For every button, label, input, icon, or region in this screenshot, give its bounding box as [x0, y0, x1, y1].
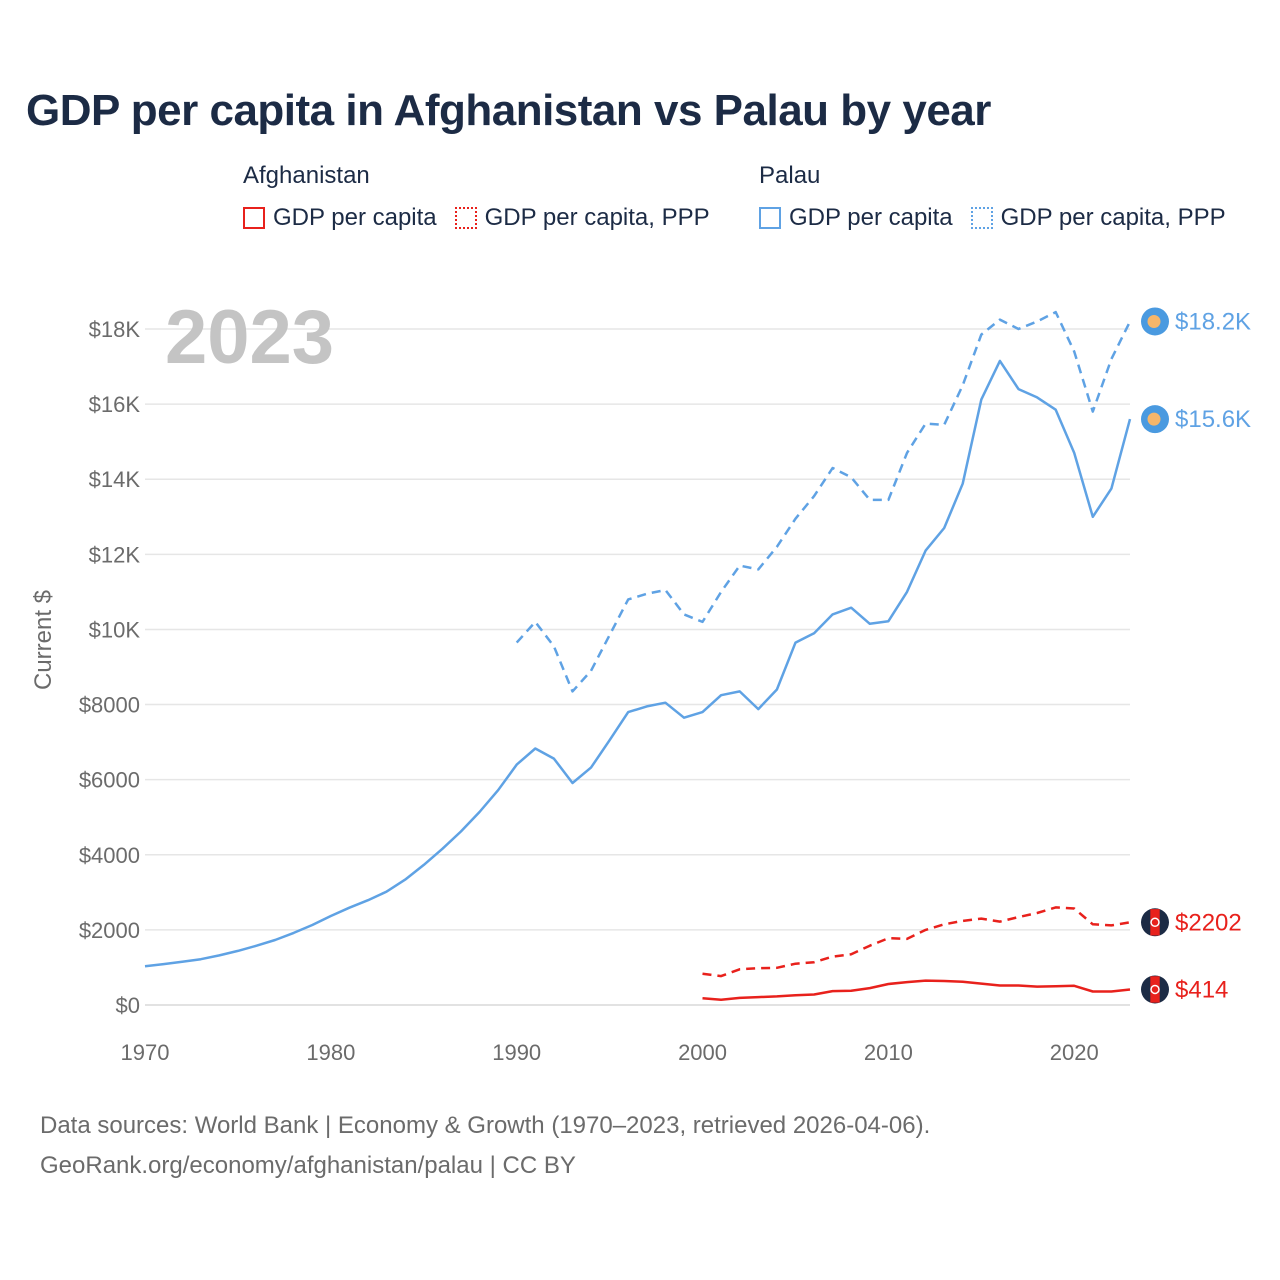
- legend-swatch-dotted-red: [454, 207, 477, 229]
- gridlines: [145, 328, 1130, 1006]
- y-tick-label: $12K: [89, 542, 141, 567]
- chart-title: GDP per capita in Afghanistan vs Palau b…: [26, 86, 991, 135]
- palau-flag-marker[interactable]: $15.6K: [1141, 405, 1251, 434]
- legend-country-afghanistan: Afghanistan: [243, 162, 370, 189]
- x-tick-label: 2020: [1050, 1040, 1099, 1065]
- legend-label: GDP per capita, PPP: [484, 204, 710, 231]
- x-axis-ticks: 1970 1980 1990 2000 2010 2020: [121, 1040, 1099, 1065]
- y-tick-label: $14K: [89, 467, 141, 492]
- y-tick-label: $6000: [79, 768, 140, 793]
- footer-link[interactable]: GeoRank.org/economy/afghanistan/palau | …: [40, 1152, 576, 1179]
- end-value-label: $15.6K: [1175, 406, 1251, 433]
- x-tick-label: 2000: [678, 1040, 727, 1065]
- x-tick-label: 2010: [864, 1040, 913, 1065]
- palau-flag-disc: [1147, 412, 1161, 426]
- year-watermark: 2023: [165, 295, 334, 380]
- footer-source: Data sources: World Bank | Economy & Gro…: [40, 1112, 931, 1139]
- y-axis-ticks: $0 $2000 $4000 $6000 $8000 $10K $12K $14K $16K $1…: [79, 317, 141, 1018]
- afghanistan-flag-emblem: [1150, 917, 1160, 928]
- legend-palau: Palau GDP per capita GDP per capita, PPP: [759, 162, 1226, 232]
- palau-flag-disc: [1147, 314, 1161, 328]
- y-axis-label: Current $: [30, 590, 57, 690]
- y-tick-label: $8000: [79, 693, 140, 718]
- palau-flag-marker[interactable]: $18.2K: [1141, 307, 1251, 336]
- legend-item-afghanistan-gdp-ppp[interactable]: GDP per capita, PPP: [454, 204, 710, 232]
- afghanistan-flag-marker[interactable]: $414: [1141, 975, 1228, 1004]
- legend-swatch-solid-red: [243, 207, 265, 229]
- legend-afghanistan: Afghanistan GDP per capita GDP per capit…: [243, 162, 728, 232]
- legend-swatch-solid-blue: [759, 207, 781, 229]
- legend-item-afghanistan-gdp[interactable]: GDP per capita: [243, 204, 437, 232]
- x-tick-label: 1970: [121, 1040, 170, 1065]
- series-lines: [144, 310, 1132, 1001]
- legend-label: GDP per capita: [273, 204, 437, 231]
- series-line-2[interactable]: [702, 906, 1131, 978]
- y-tick-label: $10K: [89, 617, 141, 642]
- end-markers: $18.2K $15.6K $2202 $414: [1141, 307, 1251, 1004]
- y-tick-label: $16K: [89, 392, 141, 417]
- y-tick-label: $2000: [79, 918, 140, 943]
- legend-swatch-dotted-blue: [970, 207, 993, 229]
- series-line-0[interactable]: [515, 310, 1132, 693]
- afghanistan-flag-stripe: [1150, 909, 1160, 936]
- series-line-3[interactable]: [702, 979, 1131, 1001]
- legend-label: GDP per capita: [789, 204, 953, 231]
- afghanistan-flag-marker[interactable]: $2202: [1141, 908, 1242, 937]
- legend-label: GDP per capita, PPP: [1000, 204, 1226, 231]
- afghanistan-flag-stripe: [1150, 976, 1160, 1003]
- end-value-label: $18.2K: [1175, 308, 1251, 335]
- footer: Data sources: World Bank | Economy & Gro…: [40, 1106, 930, 1186]
- legend-item-palau-gdp[interactable]: GDP per capita: [759, 204, 953, 232]
- y-tick-label: $18K: [89, 317, 141, 342]
- y-tick-label: $0: [116, 993, 140, 1018]
- end-value-label: $414: [1175, 976, 1228, 1003]
- legend-country-palau: Palau: [759, 162, 821, 189]
- x-tick-label: 1990: [492, 1040, 541, 1065]
- end-value-label: $2202: [1175, 909, 1242, 936]
- x-tick-label: 1980: [306, 1040, 355, 1065]
- series-line-1[interactable]: [144, 359, 1132, 968]
- legend-item-palau-gdp-ppp[interactable]: GDP per capita, PPP: [970, 204, 1226, 232]
- y-tick-label: $4000: [79, 843, 140, 868]
- afghanistan-flag-emblem: [1150, 984, 1160, 995]
